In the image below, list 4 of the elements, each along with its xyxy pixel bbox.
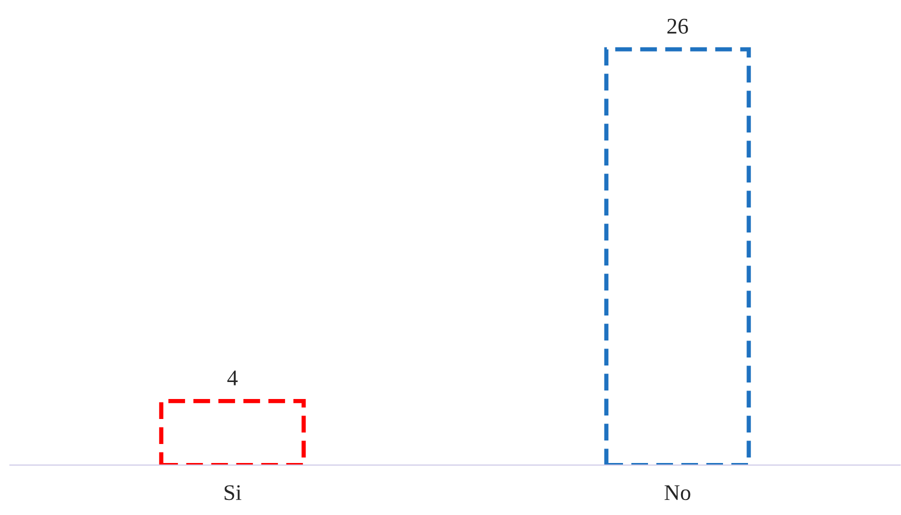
- data-label: 26: [667, 18, 688, 34]
- x-tick-label: Si: [224, 485, 242, 500]
- x-tick-label: No: [664, 485, 690, 500]
- data-label: 4: [227, 370, 238, 386]
